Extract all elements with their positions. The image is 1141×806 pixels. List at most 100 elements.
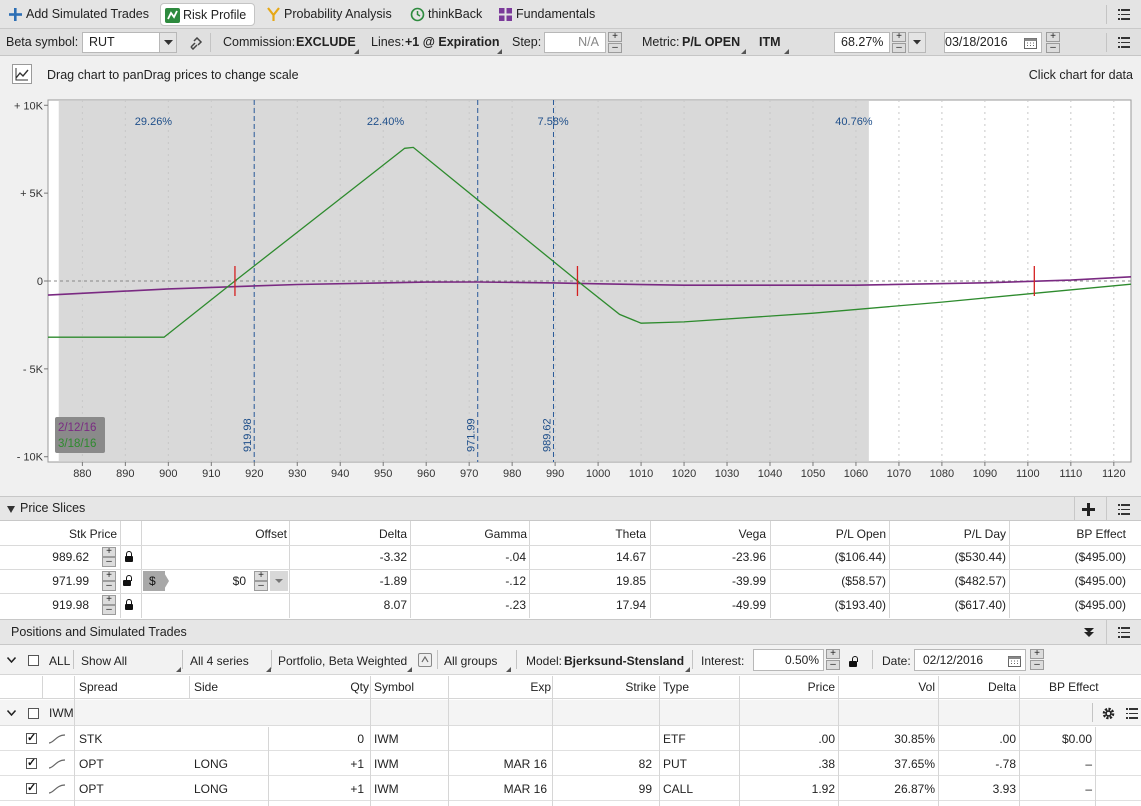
position-group-row[interactable]: IWM [0, 700, 1141, 726]
offset-decrement-button[interactable]: – [254, 581, 268, 591]
type[interactable]: CALL [663, 782, 694, 796]
tab-probability-analysis[interactable]: Probability Analysis [262, 3, 392, 26]
qty[interactable]: +1 [350, 782, 364, 796]
trade-curve-icon[interactable] [48, 734, 66, 744]
unlock-icon[interactable] [849, 656, 858, 667]
gear-icon[interactable] [1101, 706, 1116, 721]
lock-icon[interactable] [125, 599, 133, 610]
stk-price-increment-button[interactable]: + [102, 571, 116, 581]
toolbar-menu-icon[interactable] [1118, 37, 1130, 48]
date-increment-button[interactable]: + [1046, 32, 1060, 42]
chevron-down-icon[interactable] [7, 710, 16, 716]
date-decrement-button[interactable]: – [1046, 43, 1060, 53]
price-slice-row[interactable]: 971.99 + – $ $0 + – -1.89 -.12 19.85 -39… [0, 570, 1141, 593]
risk-profile-chart-area[interactable]: 880 890 900 910 920 930 940 950 960 970 980 990 1000… [0, 94, 1141, 496]
beta-symbol-input[interactable]: RUT [82, 32, 177, 53]
risk-profile-chart[interactable]: 880 890 900 910 920 930 940 950 960 970 980 990 1000… [0, 94, 1141, 496]
stk-price[interactable]: 989.62 [52, 550, 89, 564]
metric-value[interactable]: P/L OPEN [682, 35, 741, 49]
lock-icon[interactable] [125, 551, 133, 562]
unlock-icon[interactable] [123, 575, 132, 586]
step-increment-button[interactable]: + [608, 32, 622, 42]
calendar-icon[interactable] [1024, 37, 1037, 49]
link-icon[interactable] [189, 37, 203, 50]
price[interactable]: .38 [818, 757, 835, 771]
positions-date-increment-button[interactable]: + [1030, 649, 1044, 659]
positions-menu-icon[interactable] [1118, 627, 1130, 638]
type[interactable]: PUT [663, 757, 687, 771]
position-checkbox[interactable] [26, 731, 37, 744]
tab-menu-icon[interactable] [1118, 9, 1130, 20]
chart-style-button[interactable] [12, 64, 32, 84]
tab-fundamentals[interactable]: Fundamentals [494, 3, 595, 26]
groups-filter[interactable]: All groups [444, 654, 498, 668]
stk-price-increment-button[interactable]: + [102, 547, 116, 557]
beta-weight-toggle[interactable] [418, 653, 432, 667]
stk-price[interactable]: 971.99 [52, 574, 89, 588]
price[interactable]: .00 [818, 732, 835, 746]
beta-symbol-dropdown[interactable] [159, 33, 176, 52]
tab-add-simulated-trades[interactable]: Add Simulated Trades [4, 3, 149, 26]
series-filter[interactable]: All 4 series [190, 654, 249, 668]
positions-date-input[interactable]: 02/12/2016 [914, 649, 1026, 671]
positions-date-decrement-button[interactable]: – [1030, 660, 1044, 670]
offset-value[interactable]: $0 [232, 574, 246, 588]
price-slices-menu-icon[interactable] [1118, 504, 1130, 515]
stk-price-increment-button[interactable]: + [102, 595, 116, 605]
stk-price-decrement-button[interactable]: – [102, 605, 116, 615]
date-input[interactable]: 03/18/2016 [944, 32, 1042, 53]
side[interactable]: LONG [194, 757, 229, 771]
step-decrement-button[interactable]: – [608, 43, 622, 53]
type[interactable]: ETF [663, 732, 686, 746]
exp[interactable]: MAR 16 [503, 757, 547, 771]
qty[interactable]: +1 [350, 757, 364, 771]
calendar-icon[interactable] [1008, 655, 1021, 667]
position-checkbox[interactable] [26, 756, 37, 769]
stk-price[interactable]: 919.98 [52, 598, 89, 612]
exp[interactable]: MAR 16 [503, 782, 547, 796]
interest-decrement-button[interactable]: – [826, 660, 840, 670]
vol[interactable]: 26.87% [894, 782, 935, 796]
vol[interactable]: 30.85% [894, 732, 935, 746]
position-row[interactable]: STK 0 IWM ETF .00 30.85% .00 $0.00 [0, 727, 1141, 751]
step-input[interactable]: N/A [544, 32, 606, 53]
collapse-all-icon[interactable] [1083, 627, 1095, 638]
series-line-today[interactable] [47, 276, 1132, 296]
select-all-checkbox[interactable] [28, 655, 39, 666]
offset-currency-button[interactable]: $ [143, 571, 169, 591]
commission-value[interactable]: EXCLUDE [296, 35, 356, 49]
chevron-down-icon[interactable] [7, 657, 16, 663]
stk-price-decrement-button[interactable]: – [102, 557, 116, 567]
tab-risk-profile[interactable]: Risk Profile [160, 3, 256, 26]
side[interactable]: LONG [194, 782, 229, 796]
offset-dropdown-button[interactable] [270, 571, 288, 591]
offset-increment-button[interactable]: + [254, 571, 268, 581]
lines-value[interactable]: +1 @ Expiration [405, 35, 500, 49]
vol[interactable]: 37.65% [894, 757, 935, 771]
itm-dropdown-button[interactable] [908, 32, 926, 53]
add-price-slice-icon[interactable] [1082, 503, 1095, 516]
portfolio-filter[interactable]: Portfolio, Beta Weighted [278, 654, 408, 668]
trade-curve-icon[interactable] [48, 759, 66, 769]
tab-thinkback[interactable]: thinkBack [406, 3, 482, 26]
itm-percent-input[interactable]: 68.27% [834, 32, 890, 53]
strike[interactable]: 99 [638, 782, 652, 796]
price-slice-row[interactable]: 919.98 + – 8.07 -.23 17.94 -49.99 ($193.… [0, 594, 1141, 617]
itm-label[interactable]: ITM [759, 35, 781, 49]
strike[interactable]: 82 [638, 757, 652, 771]
stk-price-decrement-button[interactable]: – [102, 581, 116, 591]
group-checkbox[interactable] [28, 708, 39, 719]
interest-increment-button[interactable]: + [826, 649, 840, 659]
show-all-filter[interactable]: Show All [81, 654, 128, 668]
group-menu-icon[interactable] [1126, 708, 1138, 719]
collapse-arrow-icon[interactable] [7, 505, 15, 514]
itm-increment-button[interactable]: + [892, 32, 906, 42]
itm-decrement-button[interactable]: – [892, 43, 906, 53]
interest-input[interactable]: 0.50% [753, 649, 824, 671]
price-slice-row[interactable]: 989.62 + – -3.32 -.04 14.67 -23.96 ($106… [0, 546, 1141, 569]
model-value[interactable]: Bjerksund-Stensland [564, 654, 685, 668]
qty[interactable]: 0 [357, 732, 364, 746]
trade-curve-icon[interactable] [48, 784, 66, 794]
position-row[interactable]: OPT LONG +1 IWM MAR 16 99 CALL 1.92 26.8… [0, 777, 1141, 801]
position-row[interactable]: OPT LONG +1 IWM MAR 16 82 PUT .38 37.65%… [0, 752, 1141, 776]
